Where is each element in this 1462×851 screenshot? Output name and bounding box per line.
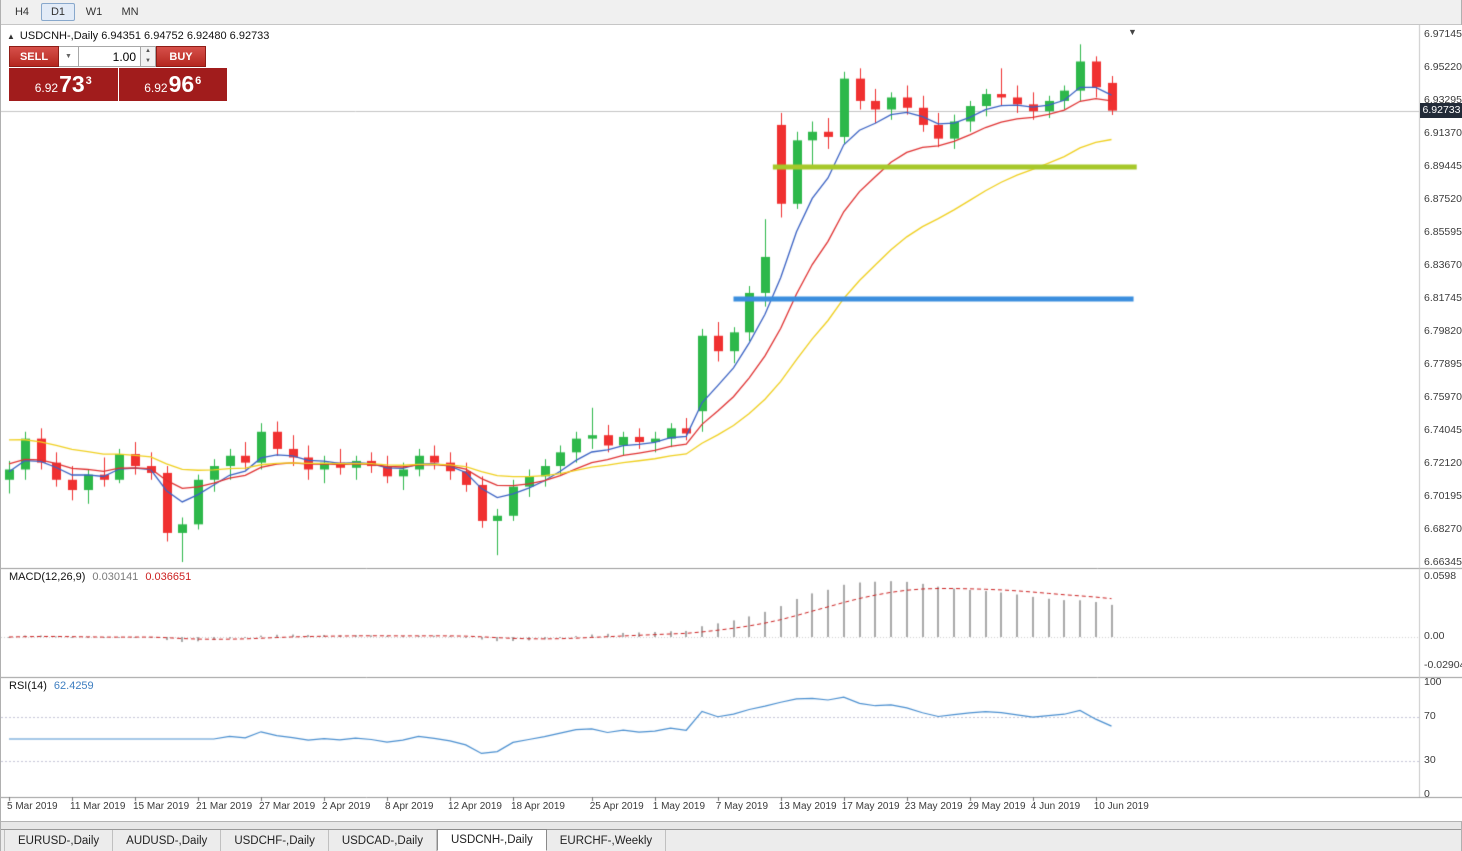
date-axis-label: 18 Apr 2019 <box>511 801 565 812</box>
rsi-axis-label: 0 <box>1424 788 1430 800</box>
rsi-header: RSI(14) 62.4259 <box>9 680 94 692</box>
price-chart-canvas[interactable] <box>1 25 1462 821</box>
date-axis-label: 27 Mar 2019 <box>259 801 316 812</box>
horizontal-scrollbar-strip[interactable] <box>1 821 1461 829</box>
buy-button[interactable]: BUY <box>156 46 206 67</box>
price-axis-label: 6.72120 <box>1424 457 1462 469</box>
date-axis-label: 2 Apr 2019 <box>322 801 371 812</box>
date-axis-label: 10 Jun 2019 <box>1093 801 1149 812</box>
date-axis-label: 11 Mar 2019 <box>70 801 126 812</box>
sell-price-prefix: 6.92 <box>34 81 59 95</box>
date-axis-label: 5 Mar 2019 <box>7 801 58 812</box>
buy-price-prefix: 6.92 <box>144 81 168 95</box>
macd-axis-label: -0.029045 <box>1424 659 1462 672</box>
price-axis-label: 6.66345 <box>1424 556 1462 568</box>
rsi-axis-label: 100 <box>1424 676 1442 688</box>
price-axis-label: 6.81745 <box>1424 292 1462 304</box>
buy-price-pip: 6 <box>195 75 202 87</box>
chart-tab-usdchf-daily[interactable]: USDCHF-,Daily <box>221 830 329 851</box>
timeframe-buttons: H4 D1 W1 MN <box>4 3 148 21</box>
price-axis-label: 6.70195 <box>1424 490 1462 502</box>
date-axis-label: 12 Apr 2019 <box>448 801 502 812</box>
date-axis-label: 8 Apr 2019 <box>385 801 434 812</box>
price-axis-label: 6.93295 <box>1424 94 1462 106</box>
volume-input[interactable] <box>79 46 141 67</box>
timeframe-button-h4[interactable]: H4 <box>14 6 30 18</box>
price-axis-label: 6.91370 <box>1424 127 1462 139</box>
chevron-down-icon: ▼ <box>65 53 72 60</box>
rsi-axis-label: 30 <box>1424 754 1436 767</box>
volume-increase-button[interactable]: ▲ <box>141 47 155 57</box>
macd-signal-value: 0.036651 <box>145 571 192 583</box>
chart-tab-eurchf-weekly[interactable]: EURCHF-,Weekly <box>547 830 667 851</box>
date-axis-label: 1 May 2019 <box>652 801 706 812</box>
macd-main-value: 0.030141 <box>92 571 139 583</box>
collapse-panel-icon[interactable]: ▲ <box>7 31 15 41</box>
timeframe-button-d1[interactable]: D1 <box>41 3 75 21</box>
chart-tab-audusd-daily[interactable]: AUDUSD-,Daily <box>113 830 222 851</box>
price-axis-label: 6.95220 <box>1424 61 1462 73</box>
date-axis-label: 13 May 2019 <box>778 801 837 812</box>
timeframe-button-mn[interactable]: MN <box>121 6 139 18</box>
buy-price-big: 96 <box>168 71 195 97</box>
price-axis-label: 6.74045 <box>1424 424 1462 436</box>
chart-tabs-bar: EURUSD-,Daily AUDUSD-,Daily USDCHF-,Daily U… <box>1 829 1461 851</box>
current-price-badge: 6.92733 <box>1420 103 1462 118</box>
toolbar: H4 D1 W1 MN <box>1 0 1461 25</box>
macd-label: MACD(12,26,9) <box>9 571 86 583</box>
price-axis-label: 6.75970 <box>1424 391 1462 403</box>
price-axis-label: 6.83670 <box>1424 259 1462 271</box>
price-axis-label: 6.79820 <box>1424 325 1462 337</box>
ohlc-text: USDCNH-,Daily 6.94351 6.94752 6.92480 6.… <box>19 30 270 42</box>
sell-button[interactable]: SELL <box>9 46 59 67</box>
volume-decrease-button[interactable]: ▼ <box>141 56 155 66</box>
volume-stepper: ▲ ▼ <box>141 46 156 67</box>
macd-axis-label: 0.0598 <box>1424 570 1457 583</box>
sell-price-pip: 3 <box>85 75 92 87</box>
rsi-label: RSI(14) <box>9 680 47 692</box>
volume-dropdown[interactable]: ▼ <box>59 46 79 67</box>
one-click-controls-row: SELL ▼ ▲ ▼ BUY <box>9 46 227 67</box>
chart-tab-usdcad-daily[interactable]: USDCAD-,Daily <box>329 830 437 851</box>
price-axis-label: 6.87520 <box>1424 193 1462 205</box>
macd-axis-label: 0.00 <box>1424 630 1445 642</box>
chart-tab-eurusd-daily[interactable]: EURUSD-,Daily <box>4 830 114 851</box>
one-click-prices-row: 6.92 73 3 6.92 96 6 <box>9 68 227 101</box>
date-axis-label: 17 May 2019 <box>841 801 900 812</box>
date-axis-label: 29 May 2019 <box>967 801 1026 812</box>
date-axis-label: 25 Apr 2019 <box>589 801 644 812</box>
date-axis-label: 23 May 2019 <box>904 801 963 812</box>
buy-price-display[interactable]: 6.92 96 6 <box>118 68 227 101</box>
date-axis-label: 7 May 2019 <box>715 801 769 812</box>
ohlc-header: ▲ USDCNH-,Daily 6.94351 6.94752 6.92480 … <box>7 30 269 42</box>
scroll-to-end-icon[interactable]: ▼ <box>1128 27 1137 37</box>
sell-price-big: 73 <box>59 71 85 97</box>
price-axis-label: 6.97145 <box>1424 28 1462 40</box>
macd-header: MACD(12,26,9) 0.030141 0.036651 <box>9 571 191 583</box>
price-axis-label: 6.77895 <box>1424 358 1462 370</box>
timeframe-button-w1[interactable]: W1 <box>85 6 103 18</box>
price-axis-label: 6.85595 <box>1424 226 1462 238</box>
chart-tab-usdcnh-daily[interactable]: USDCNH-,Daily <box>436 829 547 851</box>
date-axis-label: 4 Jun 2019 <box>1030 801 1081 812</box>
price-axis-label: 6.89445 <box>1424 160 1462 172</box>
price-axis-label: 6.68270 <box>1424 523 1462 535</box>
sell-price-display[interactable]: 6.92 73 3 <box>9 68 118 101</box>
rsi-axis-label: 70 <box>1424 709 1436 722</box>
date-axis-label: 15 Mar 2019 <box>133 801 190 812</box>
date-axis-label: 21 Mar 2019 <box>196 801 253 812</box>
rsi-value: 62.4259 <box>53 680 94 692</box>
